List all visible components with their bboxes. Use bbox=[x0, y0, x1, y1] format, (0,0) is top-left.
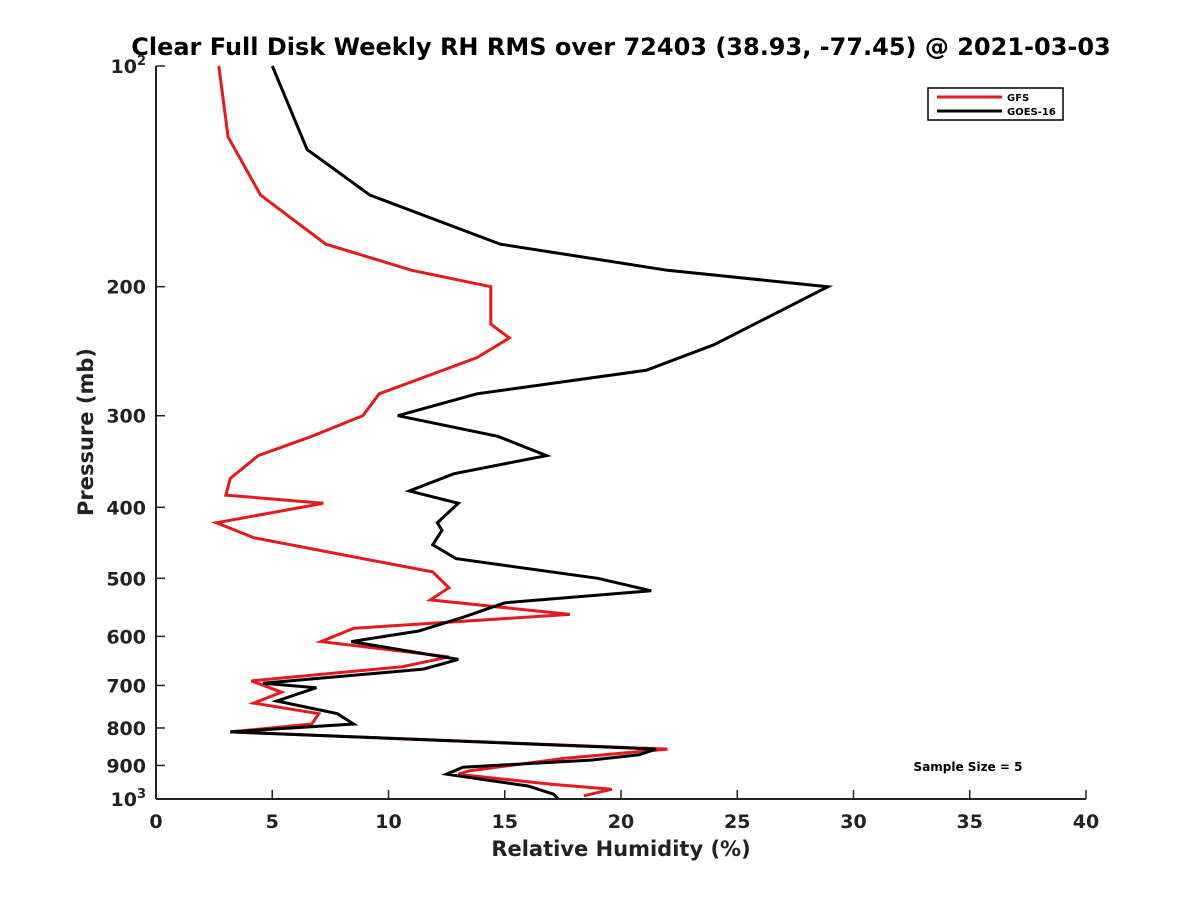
y-tick-label: 400 bbox=[106, 497, 146, 519]
y-tick-label: 900 bbox=[106, 755, 146, 777]
y-tick-label: 102 bbox=[111, 54, 147, 78]
y-tick-label: 103 bbox=[111, 787, 147, 811]
legend: GFS GOES-16 bbox=[927, 87, 1064, 121]
y-tick-label: 800 bbox=[106, 718, 146, 740]
y-axis-label: Pressure (mb) bbox=[74, 348, 98, 516]
legend-label-goes-16: GOES-16 bbox=[1007, 107, 1056, 118]
x-axis-label: Relative Humidity (%) bbox=[491, 837, 750, 861]
sample-size-annotation: Sample Size = 5 bbox=[914, 760, 1023, 774]
x-tick-label: 0 bbox=[149, 811, 162, 833]
x-tick-label: 40 bbox=[1073, 811, 1099, 833]
x-tick-label: 25 bbox=[724, 811, 750, 833]
y-tick-label: 700 bbox=[106, 675, 146, 697]
y-tick-label: 600 bbox=[106, 626, 146, 648]
chart-title: Clear Full Disk Weekly RH RMS over 72403… bbox=[131, 33, 1111, 61]
x-tick-label: 20 bbox=[608, 811, 634, 833]
y-tick-label: 200 bbox=[106, 277, 146, 299]
y-axis-ticks: 102 200 300 400 500 600 700 800 900 103 bbox=[106, 54, 165, 811]
x-axis-ticks: 0 5 10 15 20 25 30 35 40 bbox=[149, 790, 1099, 833]
x-tick-label: 15 bbox=[492, 811, 518, 833]
series-line-goes-16 bbox=[230, 65, 834, 801]
x-tick-label: 30 bbox=[840, 811, 866, 833]
x-tick-label: 5 bbox=[266, 811, 279, 833]
y-tick-label: 500 bbox=[106, 568, 146, 590]
legend-box bbox=[927, 87, 1064, 121]
x-tick-label: 35 bbox=[957, 811, 983, 833]
legend-label-gfs: GFS bbox=[1007, 93, 1029, 104]
series-layer bbox=[211, 65, 834, 801]
x-tick-label: 10 bbox=[375, 811, 401, 833]
y-tick-label: 300 bbox=[106, 406, 146, 428]
